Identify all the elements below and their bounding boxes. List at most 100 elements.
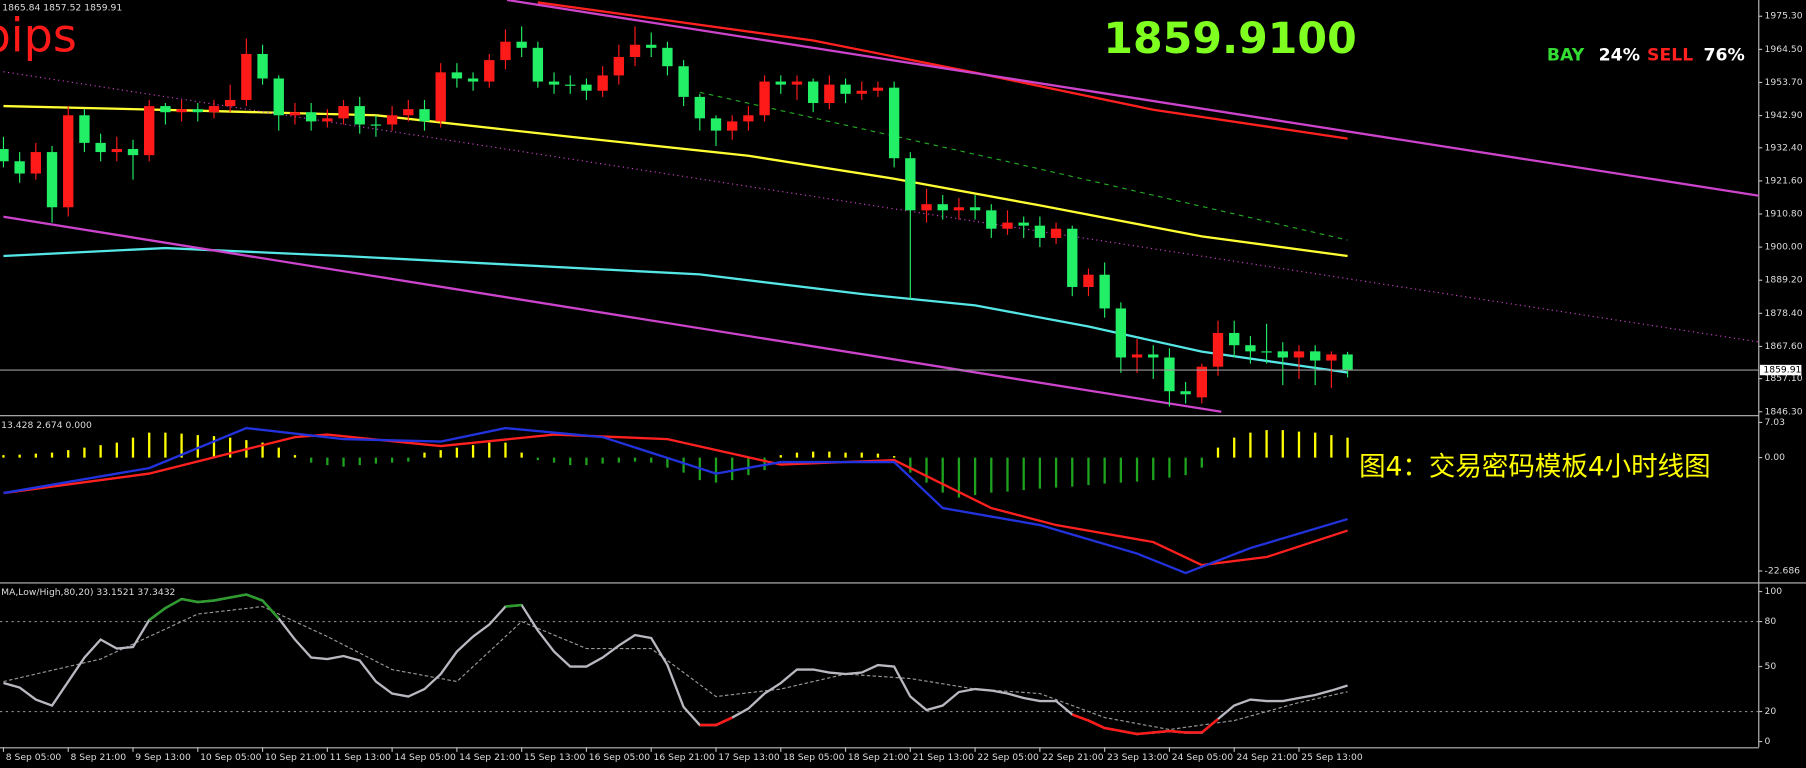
candle-body — [160, 106, 171, 113]
candle-body — [710, 118, 722, 131]
candle-body — [629, 44, 641, 58]
y-tick-label: 1867.60 — [1765, 341, 1803, 352]
candle-body — [888, 87, 900, 159]
candle-body — [1034, 225, 1046, 238]
stochastic-zone-segment — [1071, 713, 1089, 722]
overlay-line — [3, 71, 1759, 343]
stochastic-zone-segment — [715, 716, 733, 727]
y-tick-label: 80 — [1765, 616, 1777, 627]
macd-panel — [2, 426, 1349, 575]
y-tick-label: 1921.60 — [1765, 175, 1803, 186]
candle-body — [289, 112, 301, 116]
overlay-line — [3, 215, 1222, 413]
candle-body — [370, 124, 382, 126]
price-text: 1859.9100 — [1103, 14, 1356, 64]
candle-body — [1131, 354, 1143, 358]
candle-body — [678, 66, 689, 97]
candle-body — [273, 78, 284, 116]
candle-body — [144, 106, 155, 156]
stochastic-zone-segment — [213, 596, 231, 602]
candle-body — [516, 41, 527, 48]
candle-body — [824, 84, 835, 104]
candle-body — [1245, 345, 1256, 352]
x-tick-label: 14 Sep 05:00 — [394, 752, 456, 763]
x-tick-label: 14 Sep 21:00 — [459, 752, 521, 763]
y-tick-label: 1889.20 — [1765, 275, 1803, 286]
bay-value: 24% — [1599, 45, 1640, 65]
candle-body — [662, 47, 673, 67]
x-tick-label: 17 Sep 13:00 — [718, 752, 780, 763]
macd-header: 13.428 2.674 0.000 — [1, 420, 92, 431]
candle-body — [208, 106, 220, 113]
candle-body — [500, 41, 511, 61]
candle-body — [46, 152, 58, 208]
y-tick-label: 0.00 — [1765, 452, 1786, 463]
candle-body — [386, 115, 398, 125]
y-tick-label: 1878.40 — [1765, 308, 1803, 319]
candle-body — [14, 161, 25, 174]
x-tick-label: 10 Sep 21:00 — [265, 752, 327, 763]
x-tick-label: 25 Sep 13:00 — [1301, 752, 1363, 763]
x-tick-label: 8 Sep 05:00 — [6, 752, 62, 763]
stochastic-zone-segment — [1104, 726, 1122, 733]
candle-body — [759, 81, 770, 116]
overlay-line — [506, 0, 1759, 197]
candle-body — [856, 90, 867, 94]
candle-body — [241, 53, 252, 100]
x-tick-label: 8 Sep 21:00 — [71, 752, 127, 763]
candle-body — [565, 84, 576, 86]
axes: 1975.30 1964.50 1953.70 1942.90 1932.40 1921.… — [2, 11, 1803, 763]
candle-body — [775, 81, 786, 85]
y-tick-label: 1964.50 — [1765, 44, 1803, 55]
candle-body — [30, 152, 42, 174]
overlay-line — [3, 246, 1348, 374]
y-tick-label: 1932.40 — [1765, 142, 1803, 153]
stochastic-zone-segment — [164, 597, 183, 610]
sell-label: SELL — [1647, 45, 1693, 65]
x-tick-label: 22 Sep 05:00 — [977, 752, 1039, 763]
candle-body — [532, 47, 544, 82]
candle-body — [1050, 228, 1062, 238]
y-tick-label: 100 — [1765, 586, 1783, 597]
candle-body — [953, 207, 965, 211]
candle-body — [354, 106, 365, 125]
y-tick-label: 1846.30 — [1765, 406, 1803, 417]
stochastic-zone-segment — [197, 599, 215, 604]
stochastic-zone-segment — [229, 593, 247, 599]
y-tick-label: 20 — [1765, 706, 1777, 717]
bay-label: BAY — [1547, 45, 1585, 65]
candle-body — [419, 109, 430, 122]
candle-body — [1277, 351, 1288, 358]
candle-body — [1099, 274, 1110, 309]
candle-body — [1164, 357, 1175, 392]
candle-body — [1196, 366, 1208, 398]
candle-body — [322, 118, 333, 122]
last-price-label: 1859.91 — [1763, 365, 1801, 376]
y-tick-label: -22.686 — [1765, 565, 1801, 576]
y-tick-label: 7.03 — [1765, 417, 1786, 428]
overlay-line — [3, 104, 1348, 258]
candle-body — [646, 44, 657, 48]
candle-body — [905, 158, 916, 211]
x-tick-label: 23 Sep 13:00 — [1107, 752, 1169, 763]
overlay-line — [699, 91, 1348, 241]
candle-body — [581, 84, 592, 91]
candle-body — [1261, 351, 1272, 353]
stochastic-zone-segment — [1201, 718, 1219, 734]
y-tick-label: 1942.90 — [1765, 110, 1803, 121]
candle-body — [79, 115, 90, 143]
x-tick-label: 22 Sep 21:00 — [1042, 752, 1104, 763]
price-header: 1865.84 1857.52 1859.91 — [2, 3, 122, 14]
stochastic-zone-segment — [148, 607, 167, 622]
stochastic-zone-segment — [1136, 731, 1154, 736]
candle-body — [257, 53, 268, 79]
signal-line — [3, 605, 1348, 731]
candle-body — [986, 210, 997, 229]
candle-body — [435, 72, 446, 122]
stochastic-zone-segment — [505, 603, 522, 608]
x-tick-label: 18 Sep 05:00 — [783, 752, 845, 763]
candle-body — [176, 109, 187, 113]
price-panel — [0, 0, 1759, 413]
